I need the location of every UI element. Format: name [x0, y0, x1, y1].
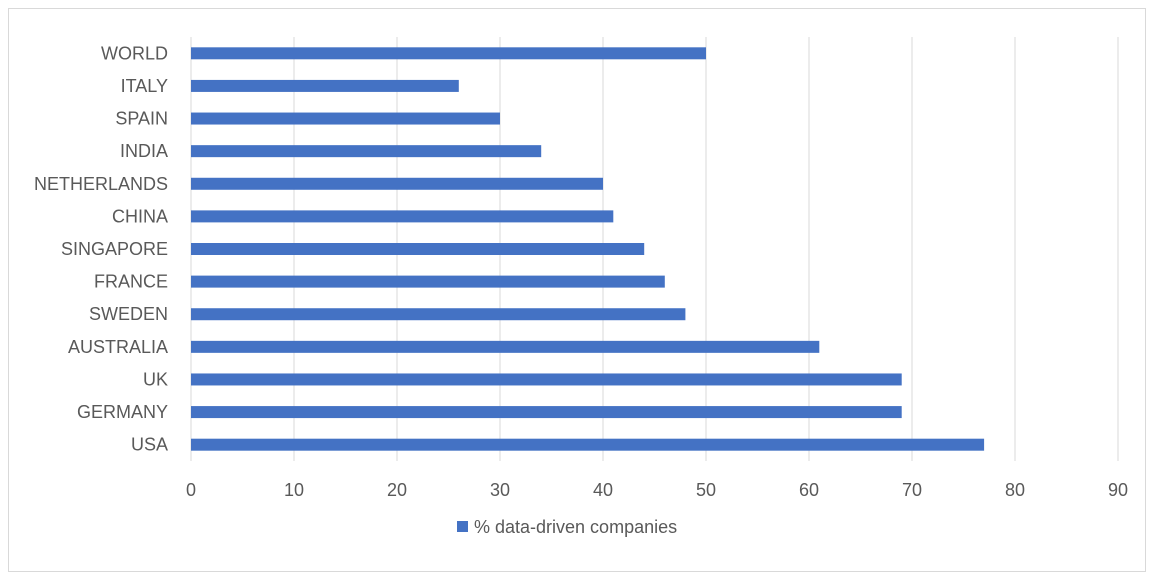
bar-spain — [191, 112, 500, 125]
category-label-usa: USA — [131, 435, 168, 455]
category-label-china: CHINA — [112, 206, 168, 226]
bar-netherlands — [191, 177, 603, 190]
x-tick-label-40: 40 — [593, 480, 613, 500]
legend: % data-driven companies — [457, 517, 677, 537]
bar-india — [191, 145, 542, 158]
category-label-india: INDIA — [120, 141, 168, 161]
x-tick-label-50: 50 — [696, 480, 716, 500]
bars — [191, 47, 985, 451]
x-tick-labels: 0 10 20 30 40 50 60 70 80 90 — [186, 480, 1128, 500]
x-tick-label-0: 0 — [186, 480, 196, 500]
category-label-france: FRANCE — [94, 272, 168, 292]
gridlines — [190, 37, 1119, 461]
x-tick-label-90: 90 — [1108, 480, 1128, 500]
x-tick-label-20: 20 — [387, 480, 407, 500]
legend-swatch — [457, 521, 468, 532]
category-label-world: WORLD — [101, 43, 168, 63]
bar-singapore — [191, 243, 645, 255]
bar-world — [191, 47, 706, 60]
category-label-italy: ITALY — [121, 76, 168, 96]
bar-italy — [191, 79, 459, 92]
legend-label: % data-driven companies — [474, 517, 677, 537]
x-tick-label-10: 10 — [284, 480, 304, 500]
category-label-netherlands: NETHERLANDS — [34, 174, 168, 194]
bar-australia — [191, 340, 820, 353]
category-label-germany: GERMANY — [77, 402, 168, 422]
bar-france — [191, 275, 665, 288]
bar-china — [191, 210, 614, 223]
category-label-singapore: SINGAPORE — [61, 239, 168, 259]
category-label-australia: AUSTRALIA — [68, 337, 168, 357]
x-tick-label-60: 60 — [799, 480, 819, 500]
x-tick-label-80: 80 — [1005, 480, 1025, 500]
category-label-uk: UK — [143, 369, 168, 389]
category-label-spain: SPAIN — [115, 109, 168, 129]
category-labels: WORLD ITALY SPAIN INDIA NETHERLANDS CHINA SING… — [34, 43, 168, 454]
category-label-sweden: SWEDEN — [89, 304, 168, 324]
bar-sweden — [191, 308, 686, 321]
bar-usa — [191, 438, 985, 451]
x-tick-label-30: 30 — [490, 480, 510, 500]
chart-frame — [8, 8, 1146, 572]
bar-germany — [191, 406, 902, 419]
bar-uk — [191, 373, 902, 386]
x-tick-label-70: 70 — [902, 480, 922, 500]
